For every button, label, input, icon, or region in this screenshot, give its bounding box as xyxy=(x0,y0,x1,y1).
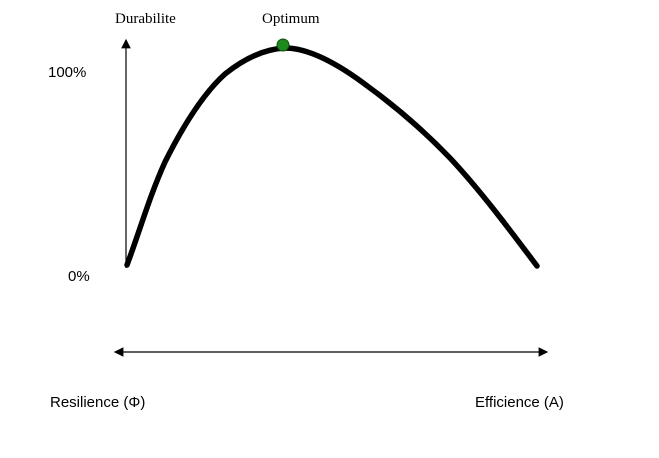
optimum-point xyxy=(276,38,290,52)
x-right-label: Efficience (A) xyxy=(475,394,564,411)
x-left-label: Resilience (Φ) xyxy=(50,394,145,411)
y-top-label: 100% xyxy=(48,64,86,81)
peak-label: Optimum xyxy=(262,11,320,27)
curve xyxy=(124,45,540,269)
y-bottom-label: 0% xyxy=(68,268,90,285)
y-axis-title: Durabilite xyxy=(115,11,176,27)
